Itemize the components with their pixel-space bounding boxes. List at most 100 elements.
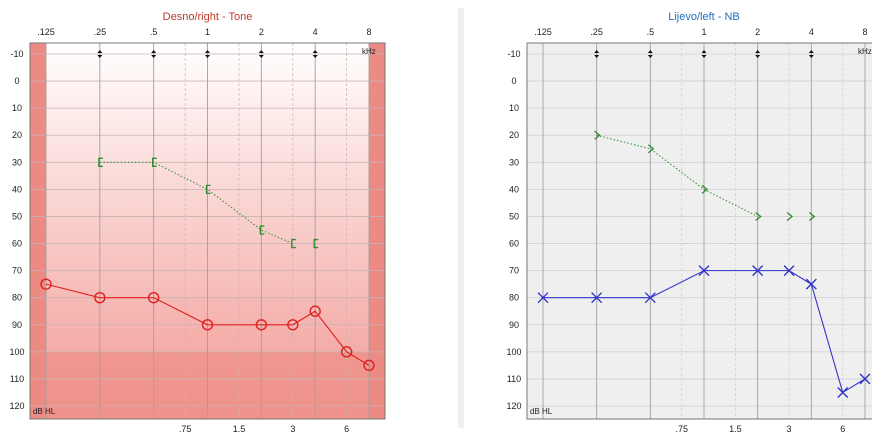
right-left-edge-band bbox=[30, 43, 46, 419]
right-top-marker bbox=[312, 50, 318, 58]
right-y-tick-label: 10 bbox=[12, 103, 22, 113]
left-top-tick-label: 4 bbox=[809, 27, 814, 37]
left-y-tick-label: 0 bbox=[511, 76, 516, 86]
right-y-tick-label: 110 bbox=[10, 374, 24, 384]
left-y-tick-label: 70 bbox=[509, 266, 519, 276]
right-bottom-tick-label: 1.5 bbox=[233, 424, 246, 434]
right-title: Desno/right - Tone bbox=[163, 11, 253, 23]
right-right-edge-band bbox=[369, 43, 385, 419]
left-point-chevron bbox=[647, 144, 655, 154]
left-point-chevron bbox=[701, 184, 709, 194]
right-y-tick-label: 70 bbox=[12, 266, 22, 276]
right-top-marker bbox=[151, 50, 157, 58]
left-point-cross bbox=[837, 386, 849, 398]
right-y-tick-label: 100 bbox=[9, 347, 24, 357]
right-top-tick-label: .125 bbox=[37, 27, 55, 37]
left-point-cross bbox=[644, 292, 656, 304]
left-top-tick-label: 8 bbox=[862, 27, 867, 37]
left-plot-bg bbox=[527, 43, 872, 419]
audiogram-left-panel: Lijevo/left - NB .125 .25 .5 1 2 4 8 -10 0 10 20 30 4… bbox=[478, 0, 872, 434]
left-y-tick-label: 100 bbox=[506, 347, 521, 357]
left-bottom-tick-label: .75 bbox=[675, 424, 688, 434]
left-y-tick-label: 90 bbox=[509, 320, 519, 330]
left-point-cross bbox=[537, 292, 549, 304]
right-top-tick-label: .5 bbox=[150, 27, 158, 37]
left-y-tick-label: 80 bbox=[509, 293, 519, 303]
right-y-tick-label: 80 bbox=[12, 293, 22, 303]
left-top-marker bbox=[755, 50, 761, 58]
right-series-1-line bbox=[99, 161, 294, 244]
left-plot-border bbox=[526, 42, 872, 420]
left-top-marker bbox=[701, 50, 707, 58]
audiogram-right: Desno/right - Tone .125 .25 .5 1 2 4 8 -10 0 10 20 3… bbox=[9, 11, 386, 434]
left-point-cross bbox=[591, 292, 603, 304]
left-y-unit-label: dB HL bbox=[530, 407, 553, 416]
right-y-tick-label: 0 bbox=[14, 76, 19, 86]
right-y-tick-label: 20 bbox=[12, 130, 22, 140]
left-y-tick-label: 120 bbox=[506, 401, 521, 411]
right-top-marker bbox=[205, 50, 210, 58]
left-series-1-line bbox=[596, 134, 758, 217]
left-top-marker bbox=[808, 50, 814, 58]
right-y-tick-label: -10 bbox=[10, 49, 23, 59]
left-point-chevron bbox=[755, 211, 762, 221]
right-plot-border bbox=[29, 42, 386, 420]
right-unit-label: kHz bbox=[362, 47, 376, 56]
right-y-tick-label: 60 bbox=[12, 239, 22, 249]
right-point-bracket bbox=[259, 225, 265, 235]
left-unit-label: kHz bbox=[858, 47, 872, 56]
left-top-tick-label: .125 bbox=[534, 27, 552, 37]
right-point-circle bbox=[287, 319, 299, 331]
left-y-tick-label: 60 bbox=[509, 239, 519, 249]
right-point-bracket bbox=[291, 238, 296, 249]
right-top-tick-label: 4 bbox=[313, 27, 318, 37]
right-point-circle bbox=[255, 319, 268, 331]
left-y-tick-label: 30 bbox=[509, 157, 519, 167]
right-top-tick-label: 2 bbox=[259, 27, 264, 37]
left-point-cross bbox=[805, 278, 817, 290]
right-y-unit-label: dB HL bbox=[33, 407, 56, 416]
right-top-tick-label: .25 bbox=[94, 27, 107, 37]
left-top-tick-label: .5 bbox=[647, 27, 655, 37]
right-point-bracket bbox=[152, 157, 157, 167]
left-point-chevron bbox=[786, 211, 794, 221]
right-y-tick-label: 120 bbox=[9, 401, 24, 411]
right-top-tick-label: 8 bbox=[366, 27, 371, 37]
right-top-marker bbox=[258, 50, 264, 58]
left-y-tick-label: -10 bbox=[507, 49, 520, 59]
right-bottom-tick-label: 3 bbox=[290, 424, 295, 434]
right-point-circle bbox=[340, 346, 353, 358]
right-point-circle bbox=[363, 359, 375, 372]
left-top-tick-label: .25 bbox=[590, 27, 603, 37]
left-top-marker bbox=[647, 50, 653, 58]
right-point-bracket bbox=[205, 184, 211, 195]
left-y-tick-label: 40 bbox=[509, 184, 519, 194]
right-bottom-tick-label: 6 bbox=[344, 424, 349, 434]
left-y-tick-label: 110 bbox=[507, 374, 521, 384]
right-point-circle bbox=[94, 291, 106, 304]
right-point-circle bbox=[40, 278, 52, 290]
audiogram-right-panel: Desno/right - Tone .125 .25 .5 1 2 4 8 -10 0 10 20 3… bbox=[0, 0, 440, 434]
right-bottom-tick-label: .75 bbox=[179, 424, 192, 434]
right-top-marker bbox=[97, 50, 103, 58]
audiogram-left: Lijevo/left - NB .125 .25 .5 1 2 4 8 -10 0 10 20 30 4… bbox=[506, 11, 872, 434]
right-y-tick-label: 90 bbox=[12, 320, 22, 330]
left-point-cross bbox=[783, 265, 795, 277]
left-y-tick-label: 50 bbox=[509, 211, 519, 221]
right-y-tick-label: 50 bbox=[12, 211, 22, 221]
left-bottom-tick-label: 3 bbox=[787, 424, 792, 434]
left-point-cross bbox=[859, 373, 871, 385]
left-y-tick-label: 10 bbox=[509, 103, 519, 113]
left-title: Lijevo/left - NB bbox=[668, 11, 740, 23]
right-y-tick-label: 40 bbox=[12, 184, 22, 194]
left-point-chevron bbox=[808, 211, 816, 221]
right-top-tick-label: 1 bbox=[205, 27, 210, 37]
left-top-tick-label: 2 bbox=[755, 27, 760, 37]
right-point-circle bbox=[201, 319, 214, 331]
panel-separator bbox=[458, 8, 464, 428]
left-top-marker bbox=[594, 50, 600, 58]
right-point-circle bbox=[147, 291, 160, 304]
right-y-tick-label: 30 bbox=[12, 157, 22, 167]
right-point-circle bbox=[309, 305, 321, 317]
right-point-bracket bbox=[313, 238, 319, 249]
